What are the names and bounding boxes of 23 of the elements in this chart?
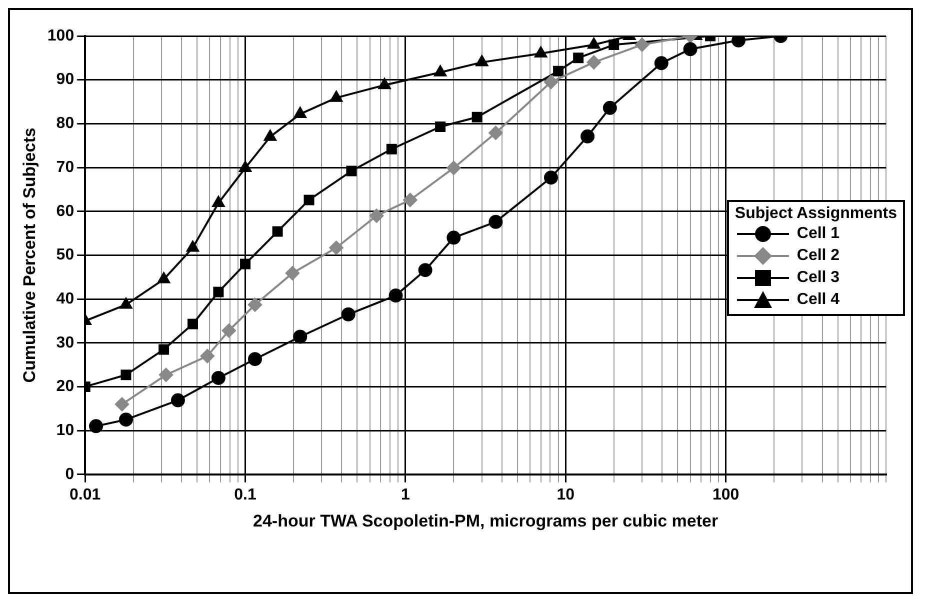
x-tick-label: 1 bbox=[401, 486, 410, 504]
legend-label: Cell 4 bbox=[796, 290, 840, 310]
y-tick-label: 0 bbox=[65, 466, 74, 483]
y-axis-title: Cumulative Percent of Subjects bbox=[20, 128, 39, 383]
x-tick-label: 10 bbox=[556, 486, 575, 504]
legend-label: Cell 1 bbox=[796, 224, 840, 244]
y-tick-label: 30 bbox=[56, 334, 74, 352]
x-tick-label: 100 bbox=[712, 486, 740, 504]
legend-label: Cell 3 bbox=[796, 268, 840, 288]
legend-title: Subject Assignments bbox=[734, 205, 897, 223]
y-tick-label: 20 bbox=[56, 378, 74, 396]
y-tick-label: 90 bbox=[56, 71, 74, 88]
x-axis-title: 24-hour TWA Scopoletin-PM, micrograms per cubic meter bbox=[253, 511, 718, 530]
x-tick-label: 0.1 bbox=[234, 486, 256, 504]
y-tick-label: 10 bbox=[56, 422, 74, 439]
x-tick-label: 0.01 bbox=[70, 486, 101, 504]
y-tick-label: 40 bbox=[56, 290, 74, 308]
y-tick-label: 50 bbox=[56, 246, 74, 264]
y-tick-label: 80 bbox=[56, 115, 74, 132]
y-tick-label: 70 bbox=[56, 158, 74, 176]
legend-label: Cell 2 bbox=[796, 246, 840, 266]
y-tick-label: 60 bbox=[56, 202, 74, 220]
y-tick-label: 100 bbox=[47, 27, 74, 44]
